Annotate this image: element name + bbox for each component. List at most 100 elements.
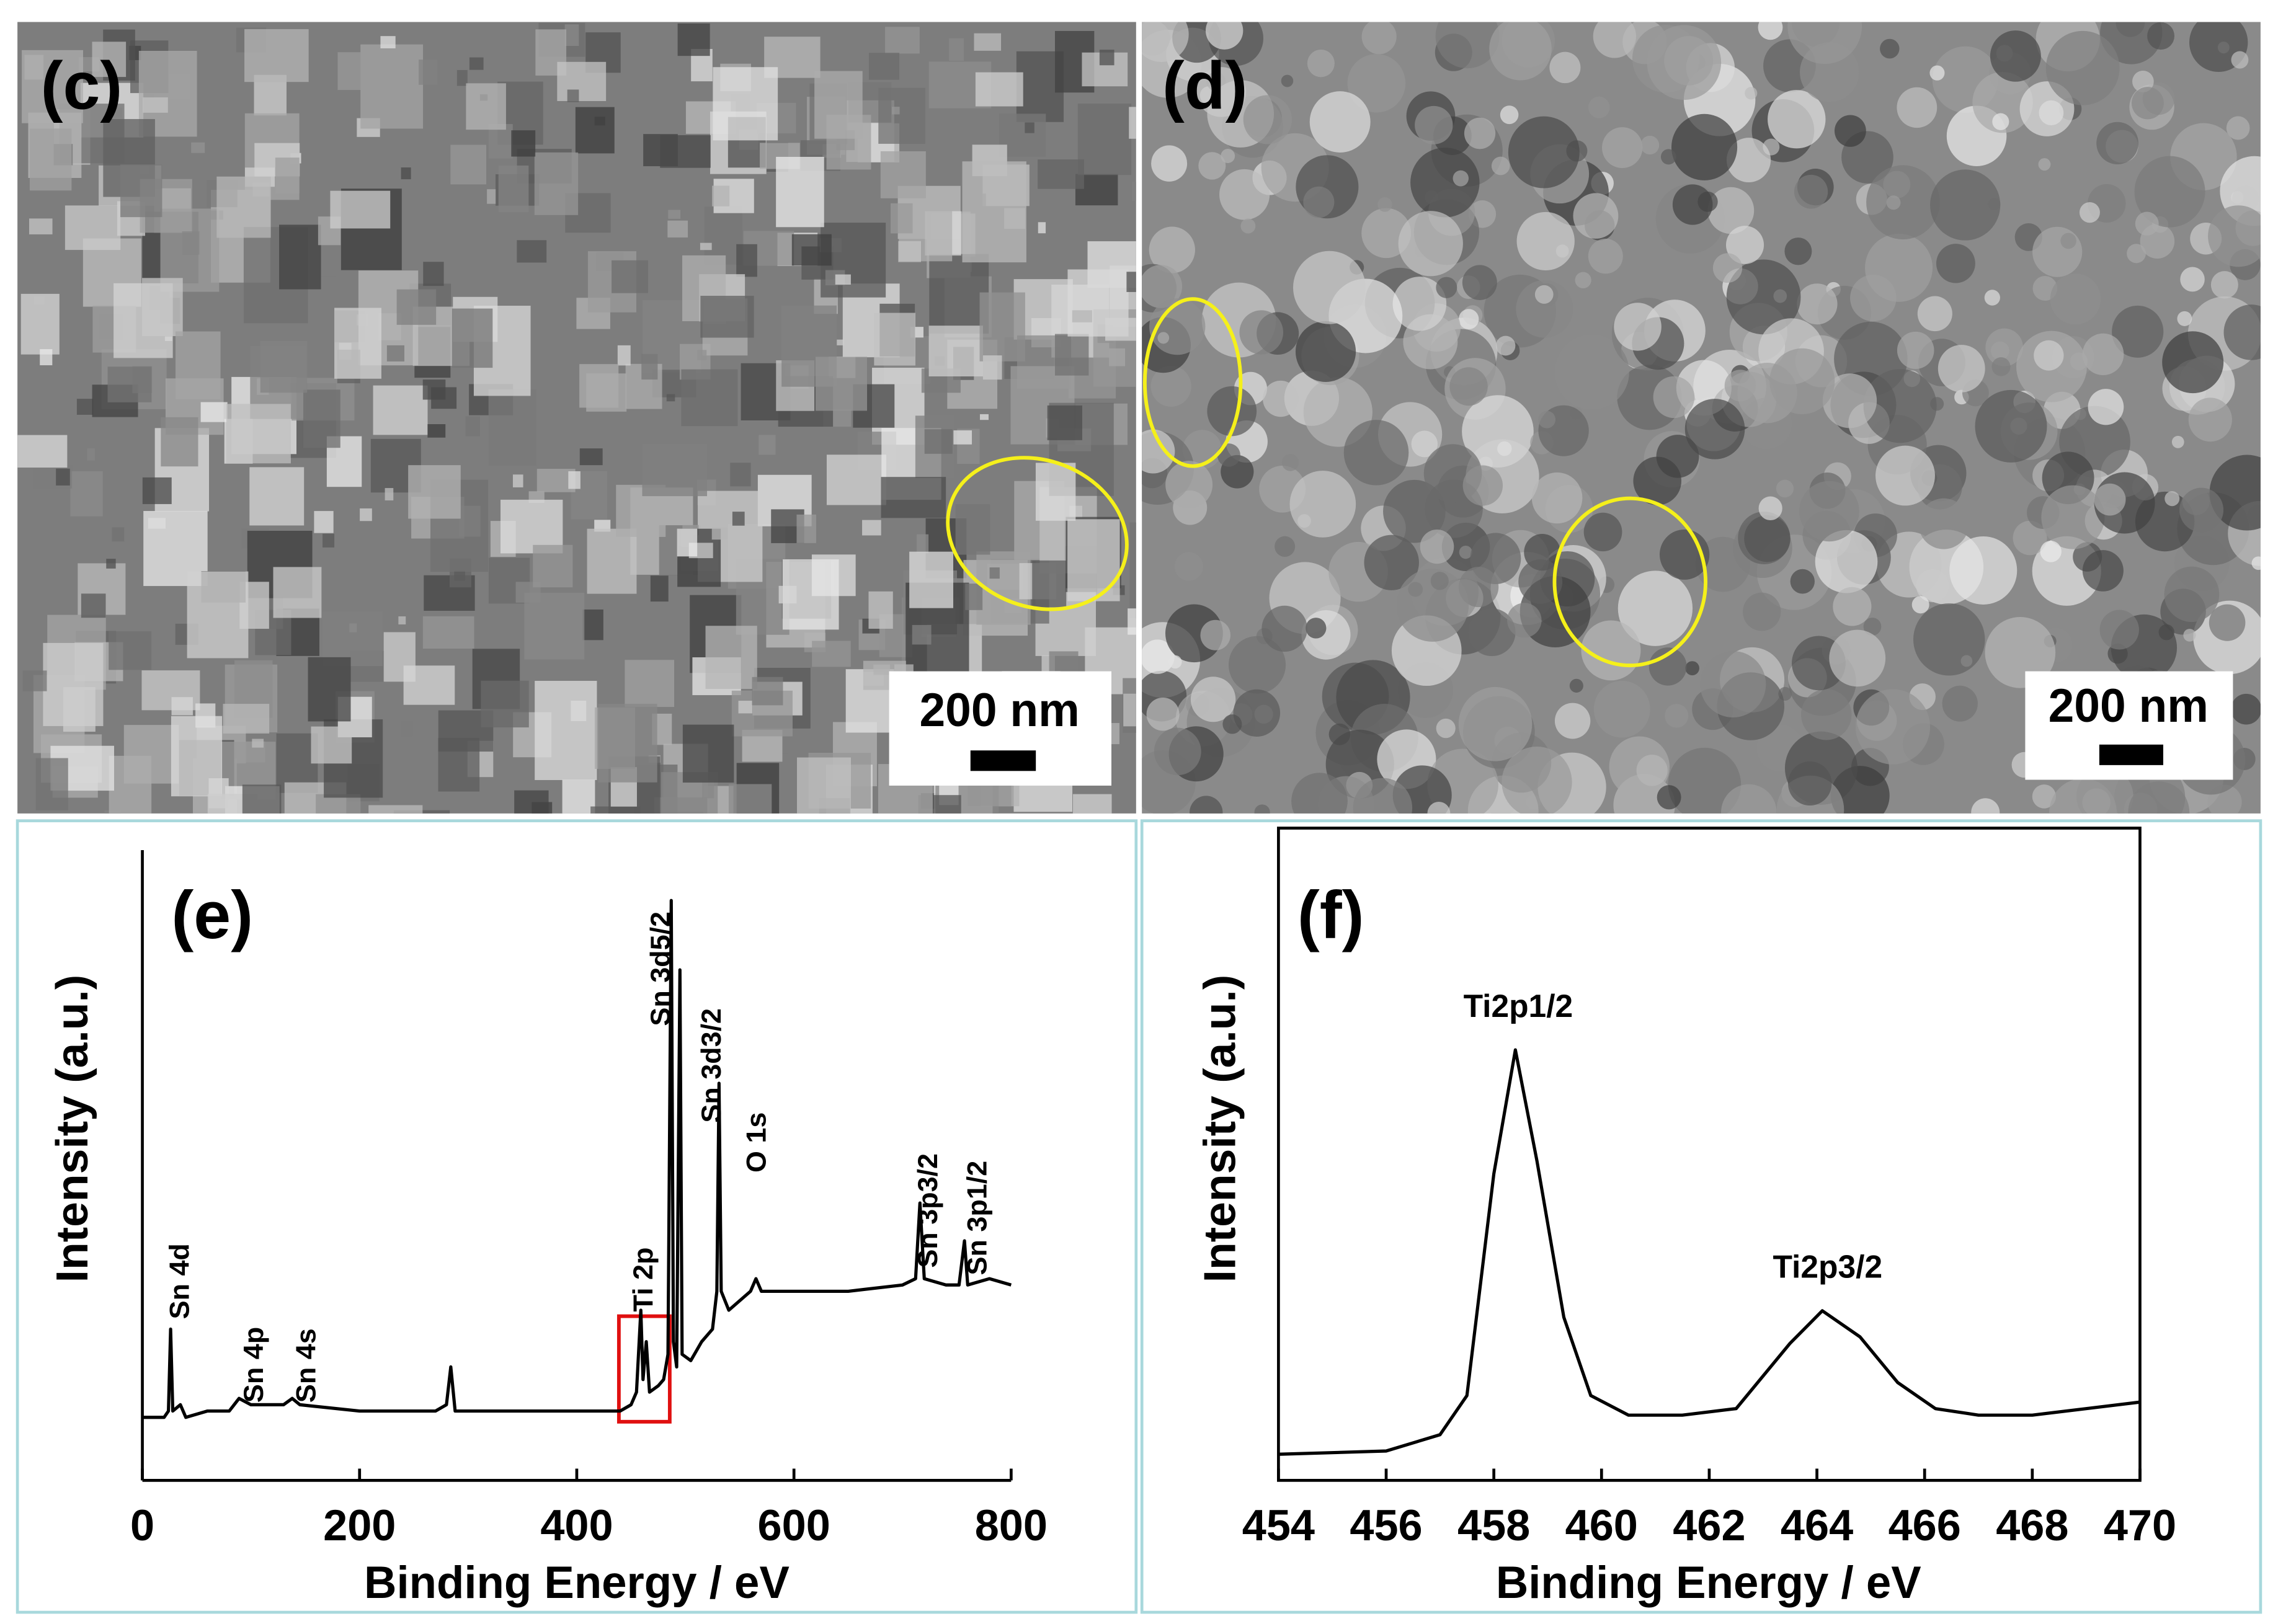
sem-grain: [1196, 67, 1247, 117]
sem-grain: [1769, 348, 1835, 414]
sem-grain: [360, 508, 372, 521]
sem-grain: [87, 448, 95, 461]
sem-grain: [1538, 410, 1555, 428]
sem-grain: [1726, 138, 1771, 183]
sem-grain: [512, 474, 523, 487]
sem-grain: [2251, 556, 2261, 570]
sem-grain: [1502, 747, 1572, 814]
sem-grain: [814, 71, 863, 139]
sem-grain: [1833, 587, 1872, 626]
sem-grain: [1684, 399, 1745, 459]
sem-grain: [881, 477, 946, 518]
sem-grain: [161, 417, 198, 467]
sem-grain: [322, 611, 383, 667]
sem-grain: [1929, 65, 1945, 81]
sem-grain: [106, 559, 116, 569]
sem-grain: [1067, 519, 1120, 601]
sem-grain: [989, 567, 1000, 579]
sem-grain: [1797, 283, 1838, 325]
sem-grain: [534, 152, 579, 215]
sem-grain: [1410, 148, 1480, 218]
sem-grain: [1712, 253, 1743, 283]
peak-annotation: Ti2p3/2: [1773, 1249, 1883, 1285]
sem-grain: [1866, 165, 1940, 240]
sem-grain: [2050, 273, 2101, 325]
sem-grain: [1984, 290, 2000, 306]
sem-grain: [517, 240, 547, 263]
sem-grain: [1942, 685, 1978, 722]
sem-grain: [1516, 280, 1573, 338]
sem-grain: [2079, 202, 2100, 223]
sem-grain: [1773, 289, 1787, 303]
sem-grain: [579, 448, 603, 466]
sem-grain: [1930, 169, 2001, 241]
sem-grain: [1875, 445, 1935, 506]
sem-grain: [1815, 530, 1878, 593]
sem-grain: [1991, 357, 2011, 376]
sem-grain: [29, 218, 53, 234]
panel-label: (f): [1297, 877, 1364, 953]
sem-grain: [1743, 592, 1781, 631]
sem-grain: [1154, 727, 1201, 776]
sem-grain: [2013, 520, 2047, 556]
sem-grain: [697, 350, 707, 360]
sem-grain: [1758, 496, 1782, 521]
sem-grain: [1165, 461, 1213, 508]
sem-grain: [1132, 181, 1136, 201]
sem-grain: [2210, 271, 2238, 299]
sem-grain: [1361, 22, 1397, 55]
sem-grain: [2127, 244, 2146, 264]
sem-grain: [1758, 22, 1783, 40]
sem-grain: [63, 686, 96, 732]
sem-grain: [2231, 693, 2261, 725]
sem-grain: [1032, 561, 1067, 608]
sem-grain: [1219, 169, 1270, 220]
sem-grain: [1190, 796, 1223, 814]
sem-grain: [408, 465, 461, 519]
sem-grain: [917, 534, 929, 553]
sem-grain: [677, 528, 698, 557]
sem-grain: [1971, 798, 2000, 814]
sem-grain: [567, 89, 579, 102]
sem-grain: [1233, 689, 1281, 737]
sem-grain: [1581, 620, 1641, 681]
sem-grain: [226, 404, 291, 464]
sem-grain: [1593, 22, 1637, 58]
sem-grain: [711, 527, 728, 540]
sem-grain: [1918, 498, 1969, 549]
sem-grain: [1497, 441, 1512, 456]
sem-grain: [1243, 95, 1292, 144]
sem-grain: [557, 61, 607, 101]
sem-grain: [1157, 332, 1170, 344]
sem-grain: [1411, 430, 1438, 458]
sem-grain: [2171, 435, 2184, 448]
sem-grain: [667, 220, 688, 237]
sem-grain: [1293, 251, 1366, 324]
sem-grain: [1593, 680, 1650, 738]
sem-grain: [1291, 773, 1348, 814]
sem-grain: [40, 349, 53, 366]
sem-grain: [1790, 569, 1815, 594]
sem-grain: [143, 97, 168, 113]
sem-grain: [311, 726, 352, 764]
sem-grain: [398, 616, 406, 624]
sem-grain: [2128, 781, 2190, 814]
sem-grain: [1938, 345, 1985, 393]
sem-grain: [1583, 512, 1622, 552]
sem-grain: [2209, 604, 2246, 641]
sem-grain: [1126, 272, 1136, 292]
sem-grain: [330, 190, 391, 229]
sem-grain: [17, 435, 68, 468]
sem-grain: [1307, 49, 1335, 78]
sem-grain: [22, 50, 83, 123]
sem-grain: [1281, 74, 1294, 87]
sem-grain: [1146, 697, 1180, 731]
sem-grain: [1453, 170, 1469, 187]
sem-grain: [812, 641, 851, 667]
sem-grain: [34, 296, 45, 304]
sem-grain: [1768, 90, 1826, 149]
sem-grain: [909, 551, 953, 608]
scale-bar-label: 200 nm: [919, 684, 1079, 736]
sem-grain: [308, 657, 351, 722]
sem-grain: [778, 585, 797, 604]
